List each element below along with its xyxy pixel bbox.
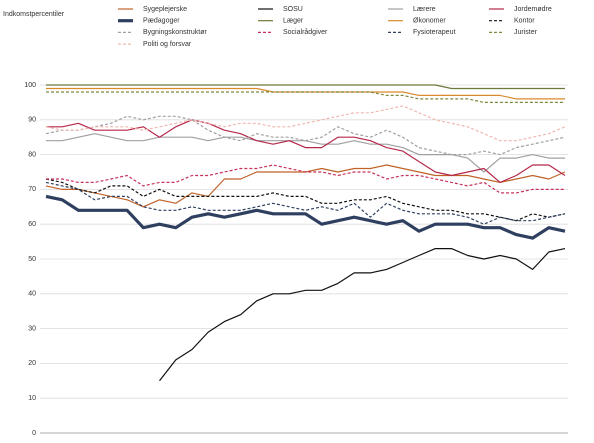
- series-line: [45, 194, 566, 240]
- legend-label: Politi og forsvar: [143, 41, 192, 48]
- legend-label: Bygningskonstruktør: [143, 29, 207, 36]
- series-line: [46, 119, 566, 183]
- y-tick-label: 50: [28, 256, 36, 263]
- series-line: [46, 91, 565, 103]
- series-line: [46, 133, 565, 173]
- series-line: [159, 248, 566, 382]
- series-line: [45, 181, 566, 225]
- series-line: [46, 87, 565, 100]
- y-tick-label: 90: [28, 117, 36, 124]
- legend-label: Jurister: [514, 29, 538, 36]
- legend-label: Sygeplejerske: [143, 6, 187, 13]
- legend-label: Kontor: [514, 18, 535, 25]
- y-tick-label: 70: [28, 186, 36, 193]
- y-tick-label: 80: [28, 151, 36, 158]
- series-line: [45, 178, 566, 222]
- legend-label: Socialrådgiver: [283, 28, 328, 36]
- legend-label: Jordemødre: [514, 6, 552, 13]
- legend-label: SOSU: [283, 6, 303, 13]
- y-axis-title: Indkomstpercentiler: [3, 11, 65, 18]
- y-tick-label: 40: [28, 291, 36, 298]
- legend-label: Økonomer: [413, 18, 446, 25]
- legend-label: Lærere: [413, 6, 436, 13]
- y-tick-label: 0: [32, 430, 36, 437]
- y-tick-label: 20: [28, 360, 36, 367]
- y-tick-label: 10: [28, 395, 36, 402]
- legend-label: Pædagoger: [143, 18, 180, 25]
- series-line: [46, 84, 565, 90]
- series-line: [45, 105, 566, 142]
- series-line: [45, 115, 566, 156]
- y-tick-label: 30: [28, 325, 36, 332]
- legend-label: Fysioterapeut: [413, 29, 455, 36]
- legend-label: Læger: [283, 18, 304, 25]
- y-tick-label: 100: [24, 82, 36, 89]
- series-line: [46, 164, 565, 194]
- y-tick-label: 60: [28, 221, 36, 228]
